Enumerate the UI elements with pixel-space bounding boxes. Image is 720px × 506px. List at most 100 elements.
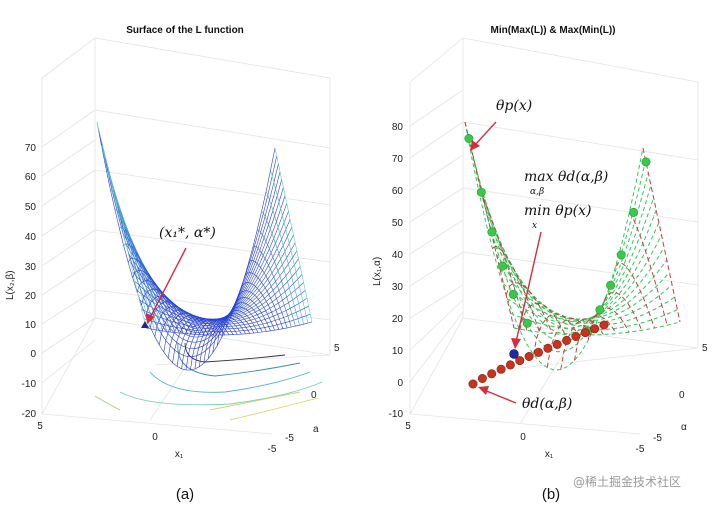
panel-b: Min(Max(L)) & Max(Min(L)) [372,25,708,503]
surface-mesh-line [265,191,304,325]
green-dot [606,280,616,290]
surface-mesh-line [123,243,172,333]
surface-mesh-line [136,280,184,334]
surface-mesh-line [159,309,205,345]
surface-mesh-line [194,318,238,370]
green-dashed-line [482,195,657,325]
surface-mesh-line [145,295,192,335]
green-dot [629,207,639,217]
panel-b-z-tick: 50 [392,218,404,229]
panel-b-y-tick: 5 [702,343,708,354]
green-dashed-line [464,121,644,371]
panel-a-caption: (a) [176,486,194,503]
surface-mesh-line [199,317,242,367]
panel-a-z-tick: 30 [25,262,37,273]
panel-b-z-tick: 40 [392,250,404,261]
surface-mesh-line [185,318,230,371]
green-dashed-line [478,180,655,329]
surface-mesh-line [176,317,221,367]
red-dashed-line [601,291,643,331]
surface-mesh-line [141,288,188,334]
green-dashed-line [496,254,668,321]
panel-a-z-tick: 10 [25,320,37,331]
surface-mesh-line [216,310,259,346]
red-dot [590,324,600,334]
surface-mesh-line [248,260,288,328]
surface-mesh-line [96,121,276,371]
panel-a-contours [94,342,323,421]
annotation-arrow [149,247,187,319]
red-dot [515,356,525,366]
panel-a-z-tick: -20 [22,409,37,420]
green-dashed-line [468,136,647,353]
panel-a-x-tick: -5 [268,444,277,455]
surface-mesh-line [234,290,275,331]
red-dot [599,320,609,330]
panel-b-z-tick: 80 [392,122,404,133]
red-dashed-line [546,317,592,368]
panel-b-title: Min(Max(L)) & Max(Min(L)) [491,25,616,36]
red-dot [496,364,506,374]
green-dashed-line [503,283,673,324]
surface-mesh-line [190,318,234,371]
panel-a: Surface of the L function [5,25,340,503]
panel-b-z-tick: 0 [397,378,403,389]
red-dot [487,369,497,379]
panel-b-y-tick: -5 [653,433,662,444]
panel-a-z-tick: -10 [22,379,37,390]
green-dashed-line [489,224,662,321]
green-dot [464,134,474,144]
surface-mesh-line [96,121,147,329]
surface-mesh-line [114,208,163,331]
panel-a-y-label: a [313,424,319,435]
surface-mesh-line [261,211,300,326]
green-dot [498,261,508,271]
primal-label: θp(x) [496,98,532,114]
red-dot [552,339,562,349]
panel-b-y-tick: 0 [679,390,685,401]
green-dashed-line [475,165,652,335]
green-dot [641,157,651,167]
green-dot [616,250,626,260]
red-dot [543,343,553,353]
red-dashed-line [505,282,553,334]
green-dot [508,289,518,299]
red-dot [505,360,515,370]
saddle-point-marker [141,321,149,328]
dual-label: θd(α,β) [522,396,572,412]
red-dot [562,335,572,345]
green-dot [595,305,605,315]
arrowhead-icon [511,338,521,349]
panel-b-z-ticks: 80 70 60 50 40 30 20 10 0 -10 [389,122,404,420]
panel-a-title: Surface of the L function [126,25,244,36]
dual-arrow [483,389,517,404]
blue-dot [509,349,519,359]
surface-mesh-line [154,305,201,337]
green-dot [476,187,486,197]
red-dot [580,328,590,338]
panel-a-grid [41,37,331,435]
surface-mesh-line [230,297,271,331]
panel-a-z-ticks: 70 60 50 40 30 20 10 0 -10 -20 [22,143,37,420]
min-primal-subscript: x [532,221,537,231]
panel-b-z-tick: 20 [392,314,404,325]
red-dot [524,351,534,361]
red-dashed-line [642,147,681,323]
red-dashed-line [587,307,630,341]
surface-mesh-line [270,170,309,324]
surface-mesh-line [221,306,263,338]
panel-b-dots [464,134,651,389]
red-dashed-line [464,121,515,329]
panel-b-y-label: α [681,422,687,433]
surface-mesh-line [110,189,159,331]
red-dot [477,373,487,383]
surface-mesh-line [274,147,313,323]
max-dual-label: max θd(α,β) [524,169,608,185]
surface-mesh-line [105,167,155,330]
surface-mesh-line [252,245,292,328]
panel-b-grid [409,37,699,435]
green-dot [487,227,497,237]
panel-b-z-label: L(x₁,α) [372,257,383,286]
panel-b-x-tick: 0 [520,432,526,443]
